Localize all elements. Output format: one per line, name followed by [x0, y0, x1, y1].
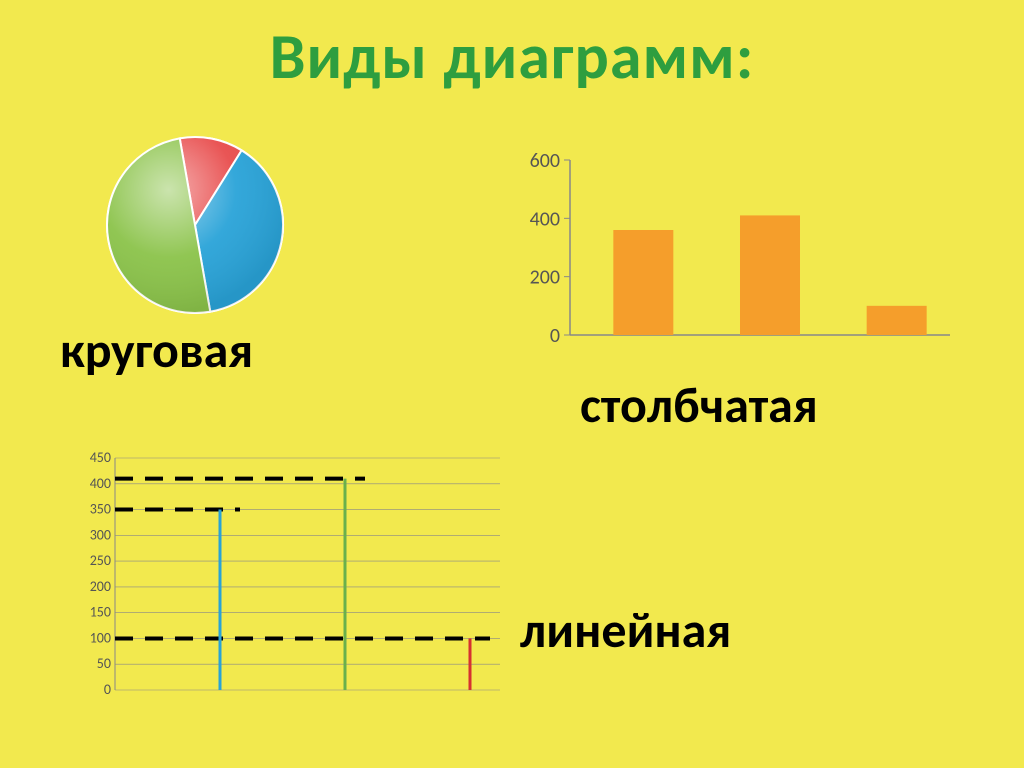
line-ytick-label: 100 [90, 629, 111, 646]
pie-chart-label: круговая [60, 320, 253, 381]
line-chart-label: линейная [520, 600, 731, 661]
bar-chart: 0 200 400 600 [520, 150, 960, 345]
bar [740, 215, 800, 335]
line-ytick-label: 400 [90, 475, 111, 492]
line-ytick-label: 0 [104, 681, 111, 698]
line-ytick-label: 150 [90, 604, 111, 621]
pie-chart [95, 125, 295, 330]
bar [613, 230, 673, 335]
line-ytick-label: 250 [90, 552, 111, 569]
page-title: Виды диаграмм: [0, 0, 1024, 96]
line-chart: 0 50 100 150 200 250 300 350 400 450 [80, 450, 520, 700]
line-ytick-label: 300 [90, 526, 111, 543]
bar [867, 306, 927, 335]
line-ytick-label: 50 [97, 655, 111, 672]
bar-ytick-label: 200 [530, 266, 560, 290]
bar-ytick-label: 0 [550, 324, 560, 345]
line-ytick-label: 350 [90, 501, 111, 518]
line-ytick-label: 200 [90, 578, 111, 595]
bar-ytick-label: 400 [530, 207, 560, 231]
line-ytick-label: 450 [90, 450, 111, 466]
pie-gloss [107, 137, 283, 313]
bar-chart-label: столбчатая [580, 375, 818, 436]
bar-ytick-label: 600 [530, 150, 560, 173]
